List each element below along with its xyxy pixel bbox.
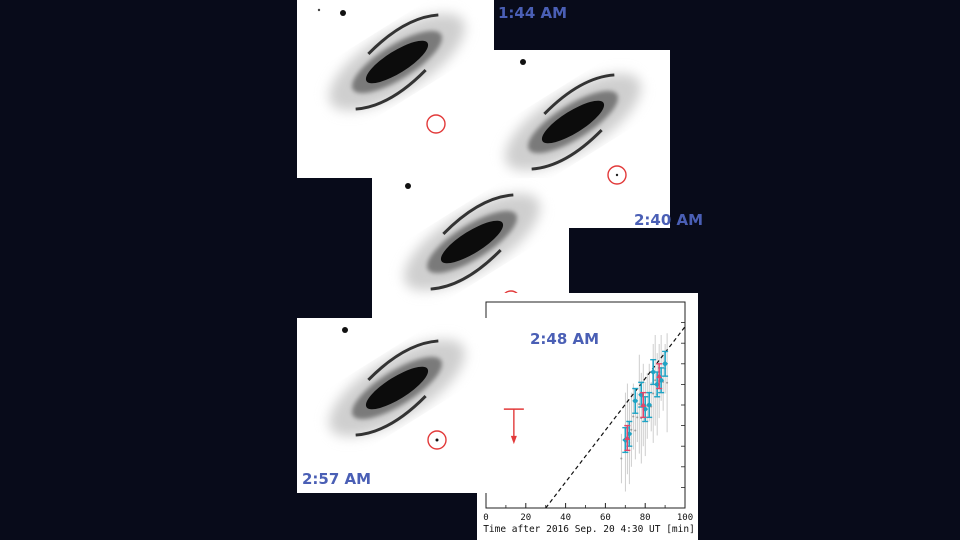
data-point [662, 360, 669, 367]
faint-point [620, 457, 623, 460]
x-tick-label: 60 [600, 513, 611, 523]
time-label-frame-4: 2:57 AM [302, 470, 372, 488]
time-label-frame-1: 1:44 AM [498, 4, 568, 22]
faint-point [652, 392, 655, 395]
faint-measurements [620, 333, 669, 492]
faint-point [638, 403, 641, 406]
x-axis-label: Time after 2016 Sep. 20 4:30 UT [min] [483, 524, 695, 535]
galaxy-frame-3 [372, 178, 569, 318]
transient-marker-circle [607, 165, 627, 185]
time-label-frame-3: 2:48 AM [530, 330, 600, 348]
x-tick-label: 100 [677, 513, 693, 523]
transient-marker-circle [427, 430, 447, 450]
upper-limit-marker [503, 408, 524, 445]
chart-svg: 0 20 40 60 80 100 Time after 2016 Sep. 20 4:3… [483, 301, 695, 535]
data-points [622, 350, 669, 454]
x-tick-label: 20 [520, 513, 531, 523]
galaxy-frame-1 [297, 0, 494, 178]
galaxy-frame-4 [297, 318, 494, 493]
x-axis-ticks [485, 322, 686, 508]
faint-point [636, 416, 639, 419]
faint-point [630, 428, 633, 431]
time-label-frame-2: 2:40 AM [634, 211, 704, 229]
x-tick-label: 40 [560, 513, 571, 523]
x-tick-label: 80 [640, 513, 651, 523]
highlight-point [656, 373, 663, 379]
data-point [654, 381, 661, 388]
light-curve-chart: 0 20 40 60 80 100 Time after 2016 Sep. 20 4:3… [477, 293, 698, 540]
x-tick-label: 0 [483, 513, 488, 523]
data-point [632, 397, 639, 404]
fit-line [545, 326, 686, 509]
galaxy-image [328, 327, 466, 450]
galaxy-image [403, 183, 541, 310]
faint-point [654, 379, 657, 382]
faint-point [632, 415, 635, 418]
highlight-point [640, 402, 647, 407]
galaxy-image [317, 8, 466, 134]
data-point [646, 402, 653, 408]
upper-limit-arrow [510, 435, 517, 445]
transient-marker-circle [426, 114, 446, 134]
faint-point [666, 381, 669, 384]
faint-point [634, 429, 637, 432]
data-point [650, 369, 657, 376]
galaxy-image [504, 59, 642, 185]
highlight-point [624, 434, 631, 440]
x-tick-labels: 0 20 40 60 80 100 [483, 513, 693, 523]
